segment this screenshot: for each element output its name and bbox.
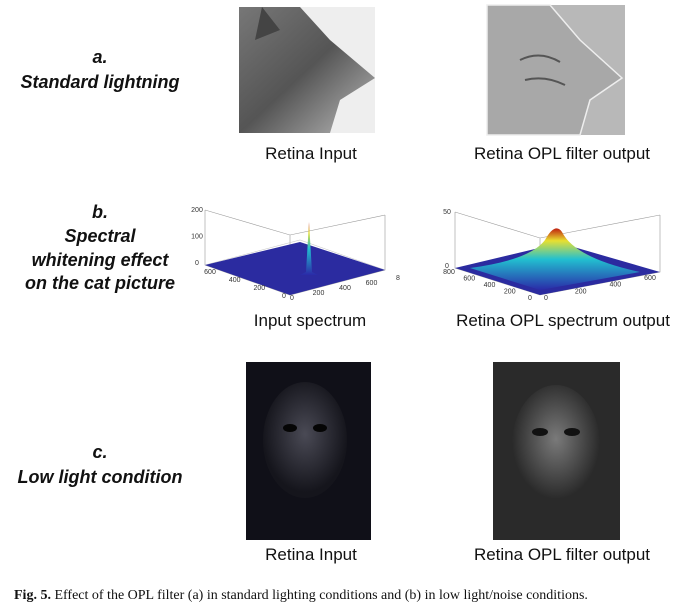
axis-tick-label: 600 <box>204 269 216 276</box>
axis-tick-label: 600 <box>463 276 475 283</box>
caption: Retina OPL filter output <box>474 545 650 564</box>
axis-tick-label: 400 <box>484 282 496 289</box>
axis-tick-label: 200 <box>253 285 265 292</box>
figure-number: Fig. 5. <box>14 588 51 603</box>
axis-tick-label: 400 <box>609 282 621 289</box>
spectrum-plot <box>204 209 386 296</box>
row-label: Low light condition <box>18 467 183 487</box>
axis-tick-label: 800 <box>443 269 455 276</box>
axis-tick-label: 0 <box>445 263 449 270</box>
axis-tick-label: 200 <box>191 207 203 214</box>
axis-tick-label: 400 <box>229 277 241 284</box>
figure-caption: Fig. 5. Effect of the OPL filter (a) in … <box>14 588 588 603</box>
caption: Retina OPL spectrum output <box>456 311 670 330</box>
row-letter: b. <box>92 202 108 222</box>
row-letter: c. <box>92 442 107 462</box>
row-label: whitening effect <box>32 250 170 270</box>
spectrum-plot <box>454 211 661 296</box>
axis-tick-label: 400 <box>339 285 351 292</box>
axis-tick-label: 100 <box>191 234 203 241</box>
row-label: Standard lightning <box>21 72 180 92</box>
axis-tick-label: 0 <box>195 260 199 267</box>
face-filtered-image <box>493 362 620 540</box>
axis-tick-label: 600 <box>644 275 656 282</box>
axis-tick-label: 8 <box>396 275 400 282</box>
face-image <box>246 362 371 540</box>
row-label: on the cat picture <box>25 273 175 293</box>
caption: Retina Input <box>265 545 357 564</box>
axis-tick-label: 0 <box>544 295 548 302</box>
axis-tick-label: 200 <box>504 289 516 296</box>
axis-tick-label: 0 <box>290 295 294 302</box>
axis-tick-label: 50 <box>443 209 451 216</box>
axis-tick-label: 200 <box>313 290 325 297</box>
caption: Retina OPL filter output <box>474 144 650 163</box>
row-letter: a. <box>92 47 107 67</box>
axis-tick-label: 200 <box>575 288 587 295</box>
cat-filtered-image <box>486 4 625 136</box>
caption: Input spectrum <box>254 311 366 330</box>
axis-tick-label: 600 <box>366 280 378 287</box>
row-label: Spectral <box>64 226 136 246</box>
figure-text: Effect of the OPL filter (a) in standard… <box>54 588 587 603</box>
axis-tick-label: 0 <box>528 295 532 302</box>
axis-tick-label: 0 <box>282 293 286 300</box>
cat-image <box>239 7 375 133</box>
caption: Retina Input <box>265 144 357 163</box>
